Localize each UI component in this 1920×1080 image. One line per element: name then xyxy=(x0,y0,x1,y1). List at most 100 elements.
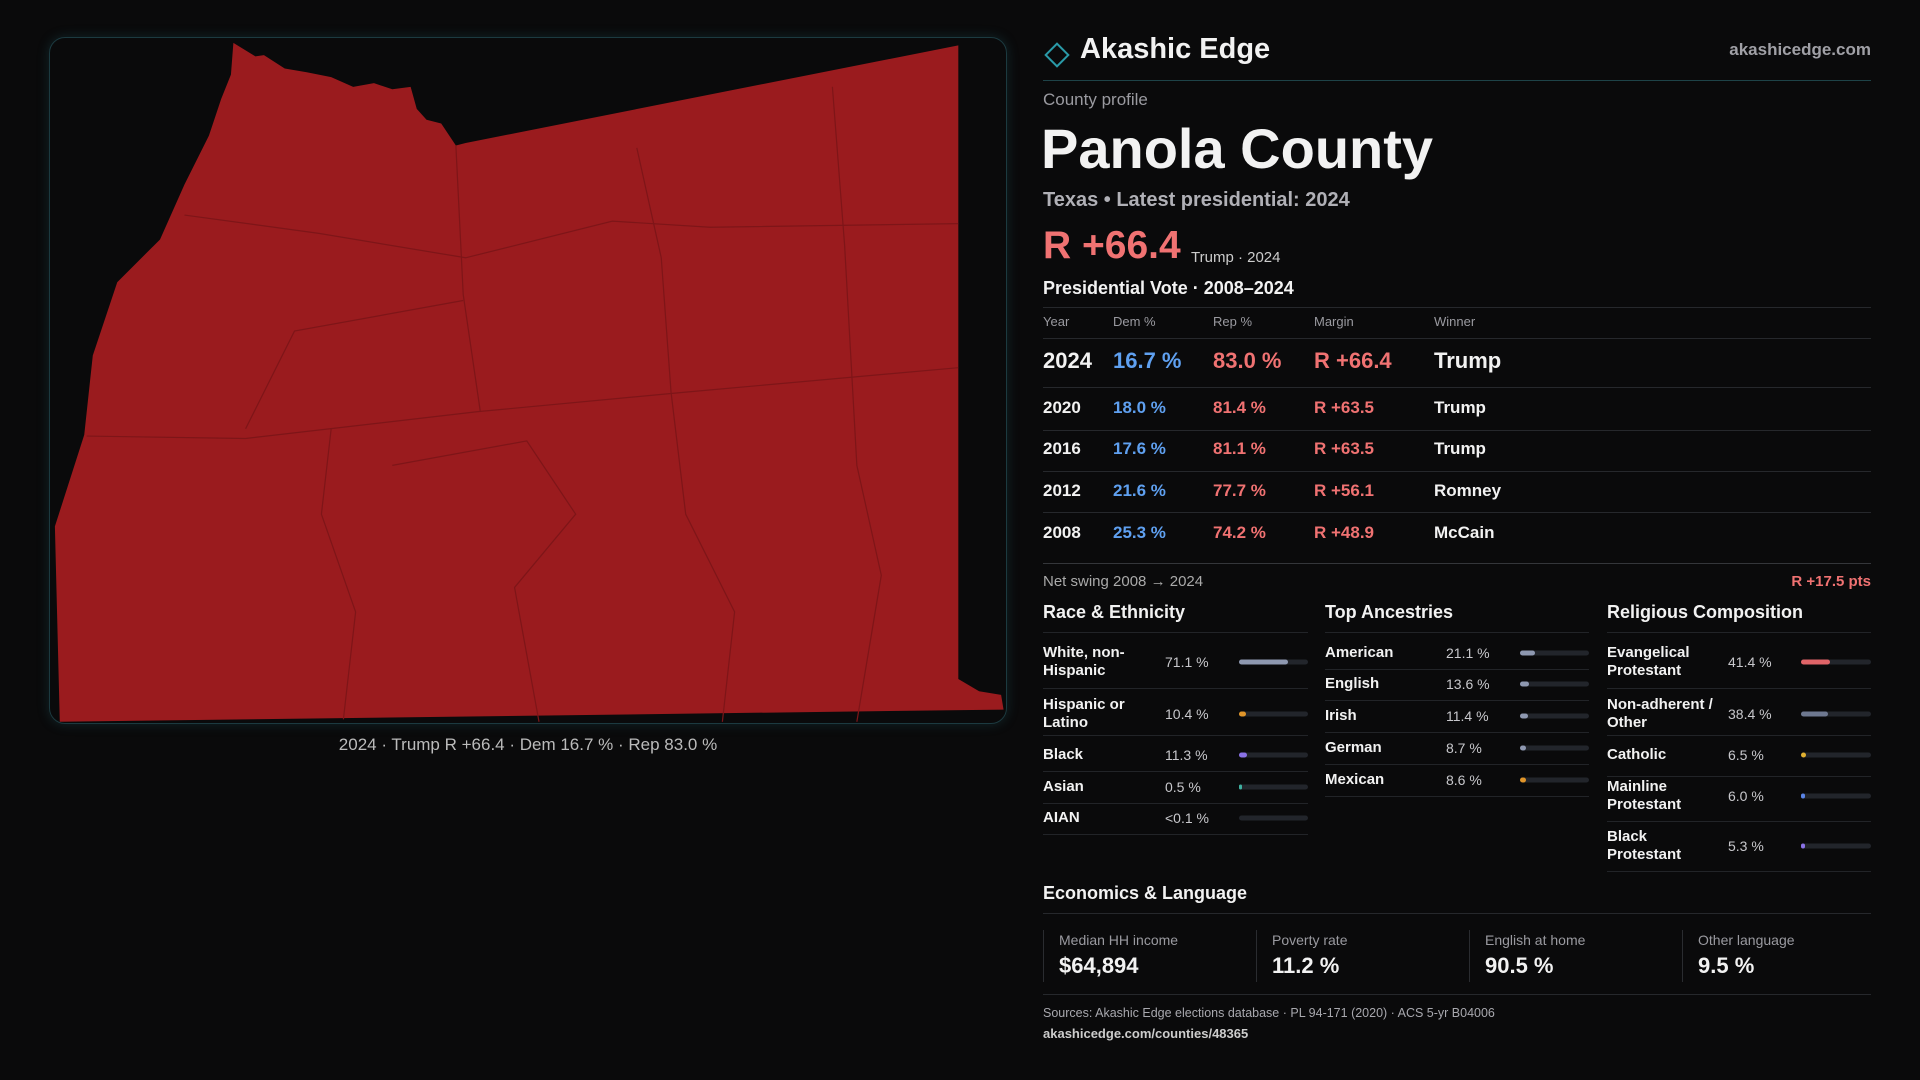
row-label: American xyxy=(1325,644,1394,661)
vote-cell: R +66.4 xyxy=(1314,348,1392,373)
bar xyxy=(1520,681,1530,687)
row-value: 5.3 % xyxy=(1728,838,1764,854)
bar-track xyxy=(1801,711,1871,717)
bar-track xyxy=(1239,752,1308,758)
bar xyxy=(1239,784,1242,790)
divider xyxy=(1325,732,1589,733)
vote-cell: Romney xyxy=(1434,481,1502,500)
bar-track xyxy=(1801,793,1871,799)
source-url: akashicedge.com/counties/48365 xyxy=(1043,1026,1249,1041)
subdivisions xyxy=(86,86,959,722)
card-border xyxy=(1682,930,1683,982)
bar xyxy=(1520,745,1526,751)
divider xyxy=(1325,796,1589,797)
divider xyxy=(1043,430,1871,431)
card-border xyxy=(1256,930,1257,982)
brand-url: akashicedge.com xyxy=(1729,40,1871,59)
divider xyxy=(1043,307,1871,308)
divider xyxy=(1607,632,1871,633)
divider xyxy=(1325,668,1589,670)
column-header: Margin xyxy=(1314,314,1354,329)
logo xyxy=(1044,42,1070,68)
row-value: 11.3 % xyxy=(1165,747,1208,763)
divider xyxy=(1043,771,1308,772)
row-label: AIAN xyxy=(1043,809,1080,826)
bar xyxy=(1520,777,1526,783)
vote-cell: 81.1 % xyxy=(1213,439,1266,458)
vote-cell: 21.6 % xyxy=(1113,481,1166,500)
bar-track xyxy=(1239,659,1308,665)
divider xyxy=(1607,821,1871,822)
card-value: 90.5 % xyxy=(1485,953,1554,978)
section-title: Top Ancestries xyxy=(1325,602,1454,622)
bar xyxy=(1520,713,1528,719)
row-label: Irish xyxy=(1325,707,1357,724)
row-label: Mexican xyxy=(1325,771,1385,788)
vote-cell: 25.3 % xyxy=(1113,523,1166,542)
card-label: English at home xyxy=(1485,932,1586,948)
bar-track xyxy=(1520,713,1589,719)
divider xyxy=(1043,563,1871,564)
row-value: 11.4 % xyxy=(1446,708,1489,724)
column-header: Rep % xyxy=(1213,314,1253,329)
divider xyxy=(1325,700,1589,701)
vote-cell: McCain xyxy=(1434,523,1495,542)
bar xyxy=(1801,793,1806,799)
bar-track xyxy=(1520,681,1589,687)
card-border xyxy=(1469,930,1470,982)
divider xyxy=(1043,338,1871,339)
row-value: 10.4 % xyxy=(1165,706,1209,722)
row-value: 0.5 % xyxy=(1165,779,1201,795)
vote-cell: R +56.1 xyxy=(1314,481,1375,500)
vote-cell: 18.0 % xyxy=(1113,398,1166,417)
divider xyxy=(1325,764,1589,765)
column-header: Year xyxy=(1043,314,1070,329)
divider xyxy=(1607,871,1871,872)
bar xyxy=(1520,650,1535,656)
subtitle: Texas • Latest presidential: 2024 xyxy=(1043,189,1350,211)
card-value: $64,894 xyxy=(1059,953,1139,978)
bar xyxy=(1239,659,1289,665)
vote-cell: R +63.5 xyxy=(1314,398,1375,417)
brand-name: Akashic Edge xyxy=(1080,33,1271,65)
row-label: Asian xyxy=(1043,778,1084,795)
row-value: 8.7 % xyxy=(1446,740,1482,756)
vote-cell: Trump xyxy=(1434,439,1486,458)
column-header: Dem % xyxy=(1113,314,1156,329)
divider xyxy=(1607,734,1871,736)
bar-track xyxy=(1520,777,1589,783)
sources: Sources: Akashic Edge elections database… xyxy=(1043,1006,1495,1020)
vote-cell: R +48.9 xyxy=(1314,523,1375,542)
divider xyxy=(1043,688,1308,689)
vote-cell: 77.7 % xyxy=(1213,481,1266,500)
kicker: County profile xyxy=(1043,90,1148,109)
divider xyxy=(1043,994,1871,995)
map-frame xyxy=(49,37,1007,724)
row-label: Non-adherent / Other xyxy=(1607,696,1713,731)
divider xyxy=(1607,775,1871,777)
row-label: Evangelical Protestant xyxy=(1607,644,1690,679)
row-label: Hispanic or Latino xyxy=(1043,696,1125,731)
bar-track xyxy=(1239,784,1308,790)
vote-cell: R +63.5 xyxy=(1314,439,1375,458)
row-label: White, non-Hispanic xyxy=(1043,644,1125,679)
bar-track xyxy=(1520,650,1589,656)
card-label: Poverty rate xyxy=(1272,932,1348,948)
divider xyxy=(1043,913,1871,914)
divider xyxy=(1043,471,1871,472)
card-value: 9.5 % xyxy=(1698,953,1755,978)
divider xyxy=(1043,512,1871,513)
bar-track xyxy=(1801,752,1871,758)
row-label: Black Protestant xyxy=(1607,828,1682,863)
row-value: 38.4 % xyxy=(1728,706,1772,722)
row-label: German xyxy=(1325,739,1382,756)
bar-track xyxy=(1801,659,1871,665)
divider xyxy=(1043,802,1308,804)
bar xyxy=(1801,752,1806,758)
divider xyxy=(1607,688,1871,689)
row-label: Black xyxy=(1043,746,1084,763)
row-value: 6.5 % xyxy=(1728,747,1764,763)
vote-cell: Trump xyxy=(1434,398,1486,417)
row-value: 8.6 % xyxy=(1446,772,1482,788)
